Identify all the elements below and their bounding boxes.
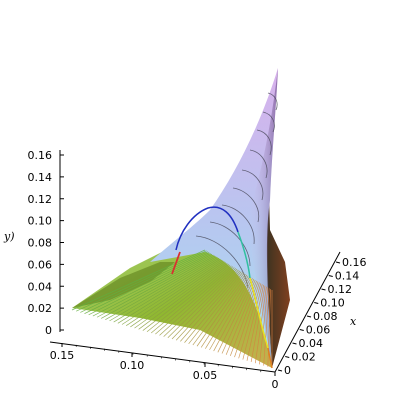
- z-axis: 0 0.02 0.04 0.06 0.08 0.10 0.12 0.14 0.16: [28, 149, 64, 337]
- mesh-line: [125, 260, 224, 326]
- mesh-line: [213, 278, 253, 352]
- mesh-line: [88, 253, 211, 316]
- z-tick-label: 0.10: [28, 215, 53, 228]
- x-tick-mark: [328, 275, 333, 277]
- z-tick-label: 0.08: [28, 237, 53, 250]
- x-tick-label: 0.16: [342, 256, 367, 269]
- x-tick-mark: [299, 329, 304, 331]
- mesh-line: [100, 255, 215, 319]
- y-axis: 0 0.05 0.10 0.15: [50, 341, 279, 391]
- mesh-line: [84, 252, 210, 314]
- mesh-line: [217, 279, 255, 353]
- x-tick-mark: [306, 315, 312, 318]
- mesh-lines: [71, 249, 273, 368]
- mesh-line: [146, 264, 231, 333]
- mesh-line: [159, 267, 235, 336]
- mesh-line: [92, 253, 213, 317]
- z-tick-label: 0: [45, 324, 52, 337]
- curve-blue: [175, 206, 239, 251]
- mesh-line: [167, 268, 238, 339]
- mesh-line: [134, 262, 227, 329]
- z-tick-label: 0.02: [28, 302, 53, 315]
- x-tick-mark: [285, 356, 290, 358]
- mesh-line: [259, 287, 269, 365]
- x-tick-label: 0.14: [335, 270, 360, 283]
- mesh-line: [96, 254, 214, 318]
- mesh-line: [150, 265, 232, 334]
- z-tick-label: 0.16: [28, 149, 53, 162]
- mesh-line: [163, 268, 236, 337]
- curve-yellow: [249, 277, 269, 349]
- mesh-line: [117, 258, 221, 324]
- x-tick-mark: [277, 369, 283, 372]
- mesh-line: [225, 280, 257, 355]
- x-tick-label: 0: [284, 364, 291, 377]
- z-axis-label: y): [3, 230, 15, 243]
- curve-orange: [267, 347, 273, 369]
- mesh-line: [142, 263, 229, 331]
- y-tick-label: 0.10: [120, 359, 145, 372]
- mesh-line: [188, 273, 245, 345]
- z-tick-label: 0.06: [28, 258, 53, 271]
- mesh-line: [209, 277, 252, 351]
- mesh-line: [71, 249, 206, 311]
- x-tick-label: 0.02: [291, 351, 316, 364]
- mesh-line: [109, 257, 218, 322]
- mesh-line: [200, 275, 249, 348]
- z-tick-label: 0.04: [28, 280, 53, 293]
- mesh-line: [130, 261, 225, 328]
- x-tick-mark: [321, 288, 326, 291]
- mesh-line: [171, 269, 239, 340]
- mesh-line: [263, 288, 270, 366]
- y-tick-label: 0: [272, 378, 279, 391]
- x-tick-label: 0.12: [328, 283, 353, 296]
- curve-red: [171, 251, 181, 275]
- mesh-line: [242, 284, 263, 360]
- mesh-line: [246, 284, 264, 361]
- mesh-line: [196, 274, 248, 347]
- x-tick-label: 0.08: [313, 310, 338, 323]
- x-axis: 00.020.040.060.080.100.120.140.16: [274, 251, 367, 377]
- mesh-line: [138, 263, 228, 330]
- mesh-line: [205, 276, 250, 349]
- mesh-line: [105, 256, 217, 320]
- mesh-line: [234, 282, 260, 358]
- mesh-line: [121, 259, 222, 325]
- curve-cyan: [237, 231, 251, 279]
- z-tick-label: 0.12: [28, 193, 53, 206]
- x-tick-mark: [292, 342, 297, 345]
- mesh-line: [76, 250, 207, 312]
- z-tick-label: 0.14: [28, 171, 53, 184]
- y-tick-label: 0.15: [50, 349, 75, 362]
- y-tick-label: 0.05: [193, 369, 218, 382]
- mesh-line: [180, 271, 242, 342]
- mesh-line: [238, 283, 262, 359]
- mesh-line: [175, 270, 241, 341]
- horn-contours: [195, 92, 278, 289]
- surface-wing-shadow: [72, 262, 175, 308]
- x-tick-label: 0.06: [306, 324, 331, 337]
- mesh-line: [155, 266, 234, 335]
- x-tick-mark: [335, 261, 341, 264]
- mesh-line: [184, 272, 243, 343]
- mesh-line: [221, 279, 256, 354]
- mesh-line: [80, 251, 208, 313]
- mesh-line: [192, 273, 246, 346]
- x-tick-label: 0.04: [299, 337, 324, 350]
- x-axis-label: x: [350, 315, 357, 328]
- mesh-line: [267, 289, 271, 367]
- x-tick-mark: [314, 302, 319, 304]
- mesh-line: [250, 285, 266, 363]
- x-tick-label: 0.10: [320, 297, 345, 310]
- surface-horn: [150, 68, 278, 368]
- mesh-line: [113, 258, 220, 323]
